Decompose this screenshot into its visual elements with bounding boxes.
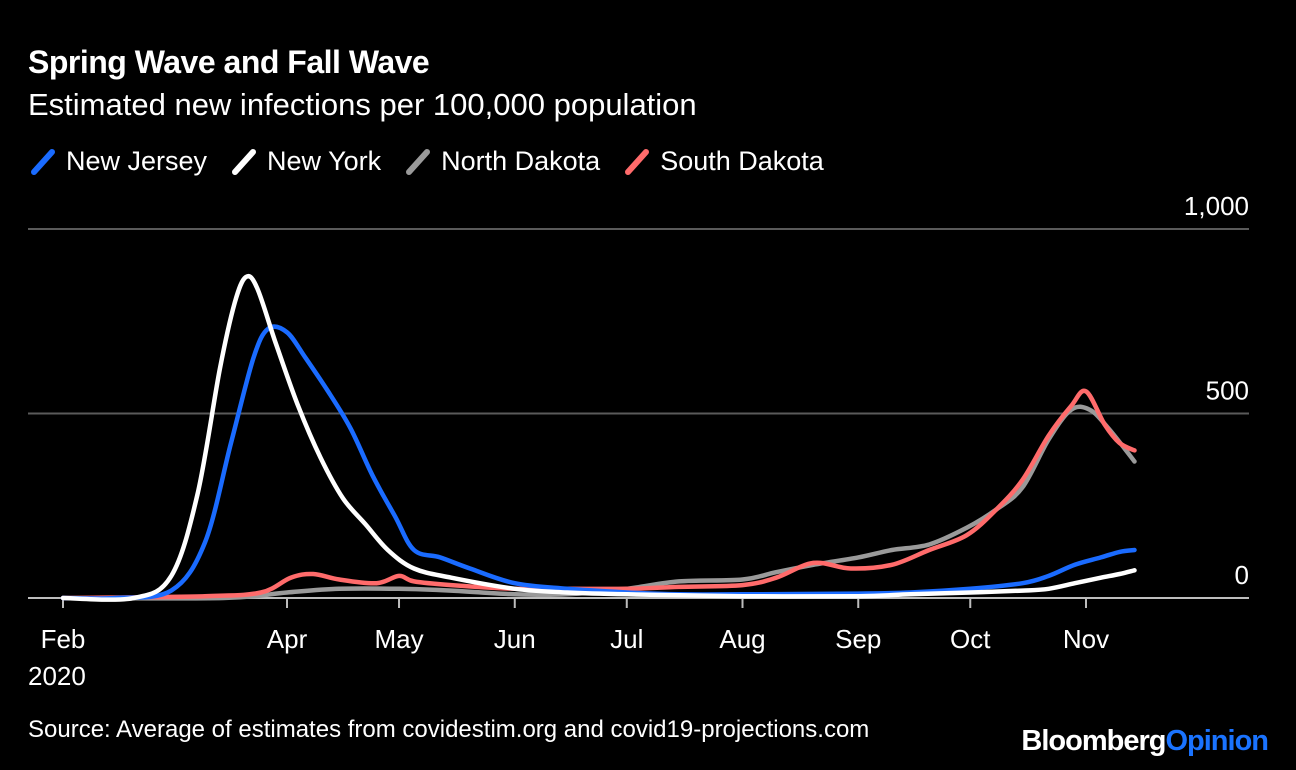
legend-label: New Jersey xyxy=(66,146,208,176)
x-tick-label: Feb xyxy=(41,624,86,654)
legend-label: New York xyxy=(267,146,382,176)
legend-swatch xyxy=(406,148,431,175)
y-tick-label: 1,000 xyxy=(1184,191,1249,221)
chart-title: Spring Wave and Fall Wave xyxy=(28,44,430,80)
legend-swatch xyxy=(31,148,55,175)
series-line-south-dakota xyxy=(60,388,1137,601)
brand-logo-part1: Bloomberg xyxy=(1021,725,1166,757)
x-tick-label: Apr xyxy=(267,624,308,654)
x-tick-label: Jun xyxy=(494,624,536,654)
x-tick-label: Jul xyxy=(610,624,643,654)
legend-label: North Dakota xyxy=(441,146,601,176)
brand-logo: BloombergOpinion xyxy=(1021,725,1269,758)
legend-swatch xyxy=(625,148,650,175)
x-tick-label: Aug xyxy=(719,624,765,654)
y-tick-label: 0 xyxy=(1235,560,1249,590)
legend-swatch xyxy=(232,148,257,175)
series-line-north-dakota xyxy=(60,404,1137,601)
year-label: 2020 xyxy=(28,661,86,691)
legend-label: South Dakota xyxy=(660,146,824,176)
x-tick-label: May xyxy=(374,624,423,654)
chart-subtitle: Estimated new infections per 100,000 pop… xyxy=(28,87,697,122)
legend-item-new-york: New York xyxy=(229,146,381,177)
legend-item-south-dakota: South Dakota xyxy=(622,146,824,177)
x-tick-label: Oct xyxy=(950,624,991,654)
legend-item-north-dakota: North Dakota xyxy=(403,146,600,177)
legend: New Jersey New York North Dakota South Dako… xyxy=(28,146,846,177)
source-note: Source: Average of estimates from covide… xyxy=(28,716,870,743)
y-tick-label: 500 xyxy=(1206,376,1249,406)
series-line-new-york xyxy=(60,273,1137,602)
legend-item-new-jersey: New Jersey xyxy=(28,146,207,177)
x-tick-label: Nov xyxy=(1063,624,1109,654)
series-line-new-jersey xyxy=(60,324,1137,601)
x-tick-label: Sep xyxy=(835,624,881,654)
brand-logo-part2: Opinion xyxy=(1165,725,1269,757)
